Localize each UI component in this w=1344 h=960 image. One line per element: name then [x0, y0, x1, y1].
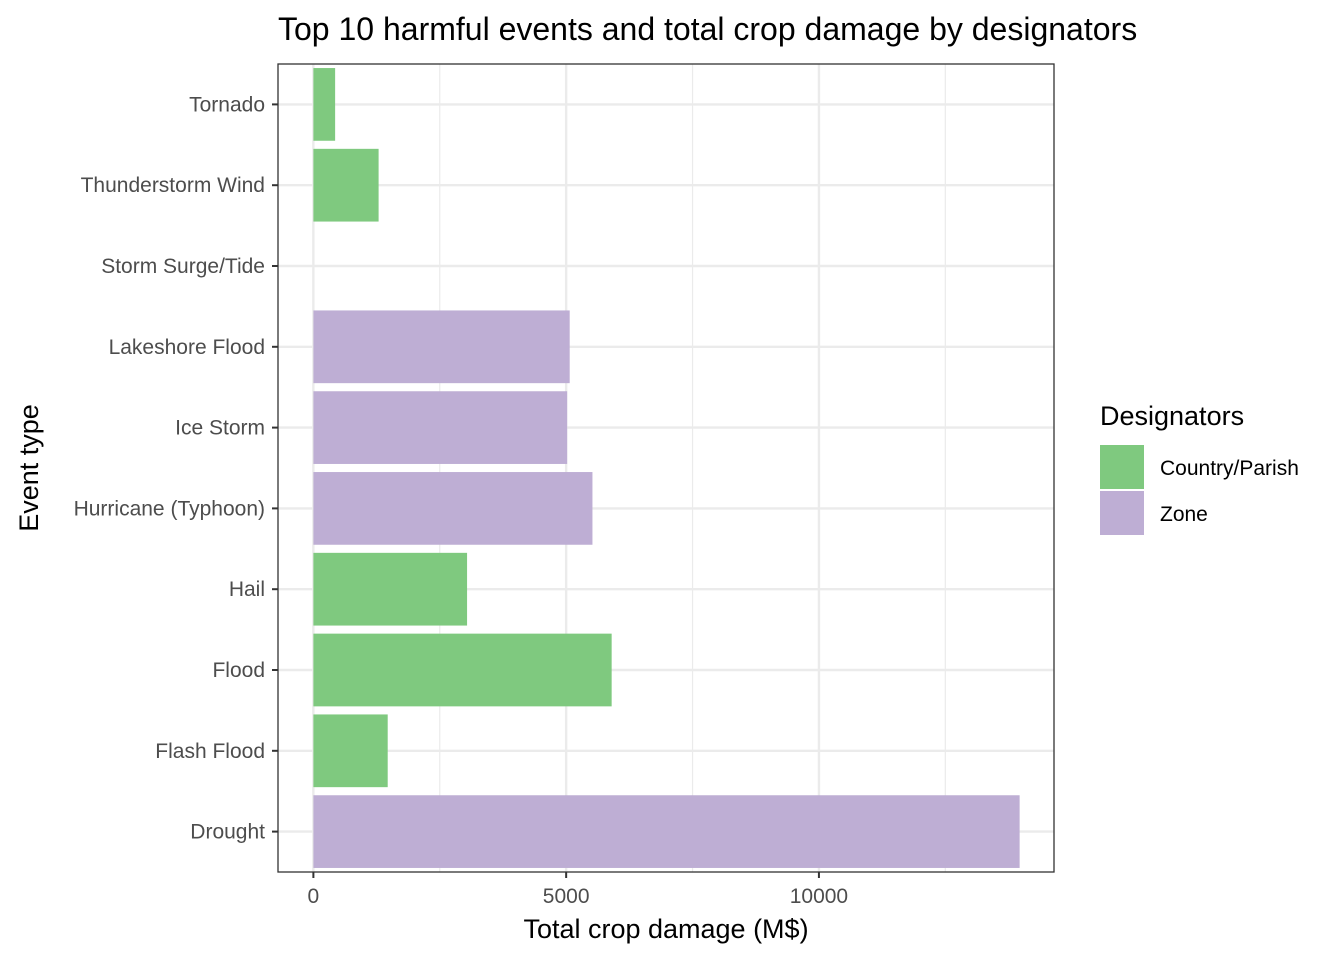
y-tick-label: Ice Storm [175, 417, 265, 440]
y-tick-label: Hurricane (Typhoon) [74, 497, 265, 520]
legend-label: Country/Parish [1160, 457, 1299, 480]
bar [313, 714, 388, 788]
bar [313, 472, 593, 545]
chart-title: Top 10 harmful events and total crop dam… [278, 11, 1137, 47]
y-tick-label: Flood [212, 659, 265, 682]
bar [313, 310, 570, 384]
y-tick-label: Storm Surge/Tide [101, 255, 265, 278]
bars [313, 68, 1020, 868]
bar [313, 795, 1020, 868]
legend-swatch [1100, 491, 1144, 535]
y-tick-label: Tornado [189, 93, 265, 116]
bar [313, 552, 468, 626]
y-tick-label: Hail [229, 578, 265, 601]
y-axis-title: Event type [14, 404, 44, 532]
legend-label: Zone [1160, 503, 1208, 526]
plot-border [277, 63, 1055, 873]
legend-title: Designators [1100, 401, 1244, 431]
legend: Designators Country/Parish Zone [1100, 401, 1299, 535]
x-tick-label: 0 [308, 885, 320, 908]
bar [313, 148, 379, 222]
plot-panel [278, 64, 1054, 872]
x-tick-label: 10000 [790, 885, 848, 908]
y-tick-label: Lakeshore Flood [109, 336, 265, 359]
y-tick-label: Flash Flood [155, 740, 265, 763]
x-tick-label: 5000 [543, 885, 590, 908]
minor-gridlines [439, 64, 946, 872]
x-axis: 0 5000 10000 [308, 872, 848, 908]
y-tick-label: Drought [190, 821, 265, 844]
bar [313, 391, 568, 464]
x-axis-title: Total crop damage (M$) [523, 914, 808, 944]
bar [313, 68, 336, 141]
legend-swatch [1100, 445, 1144, 489]
y-tick-label: Thunderstorm Wind [81, 174, 265, 197]
y-axis: Drought Flash Flood Flood Hail Hurricane (Ty… [74, 93, 278, 844]
bar [313, 633, 612, 707]
